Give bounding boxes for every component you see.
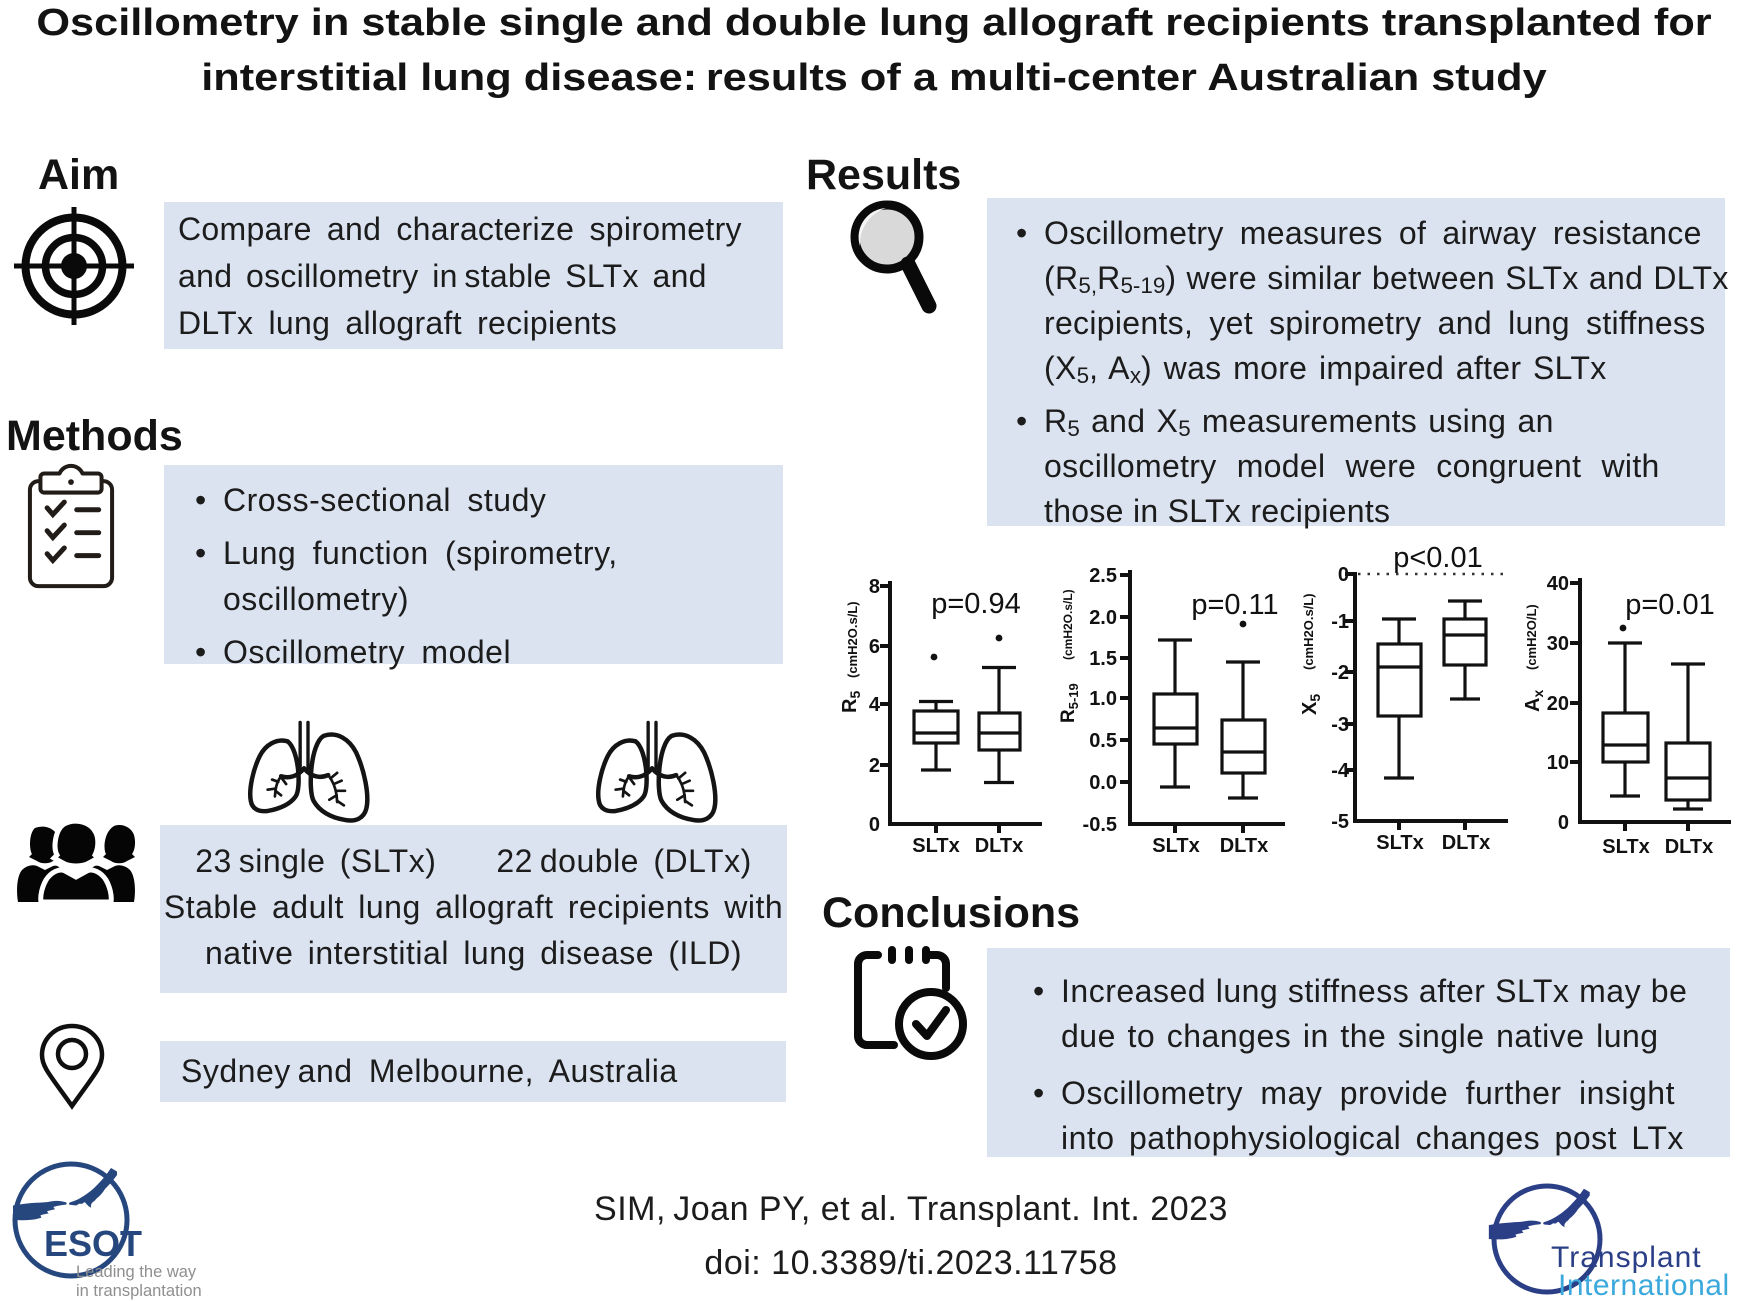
svg-text:2: 2: [869, 755, 880, 777]
svg-text:-1: -1: [1331, 611, 1349, 633]
svg-text:(cmH2O.s/L): (cmH2O.s/L): [1061, 589, 1075, 660]
svg-text:(cmH2O/L): (cmH2O/L): [1524, 604, 1539, 670]
svg-text:0: 0: [1558, 812, 1569, 834]
svg-text:1.5: 1.5: [1089, 648, 1117, 670]
svg-text:-5: -5: [1331, 811, 1349, 833]
svg-text:8: 8: [869, 576, 880, 598]
svg-text:-0.5: -0.5: [1083, 814, 1117, 836]
svg-text:-3: -3: [1331, 714, 1349, 736]
svg-text:4: 4: [869, 694, 881, 716]
svg-text:20: 20: [1547, 693, 1569, 715]
svg-text:p=0.94: p=0.94: [931, 588, 1021, 620]
svg-text:(cmH2O.s/L): (cmH2O.s/L): [845, 601, 860, 678]
svg-text:(cmH2O.s/L): (cmH2O.s/L): [1301, 593, 1316, 670]
svg-text:-4: -4: [1331, 760, 1350, 782]
svg-text:p=0.11: p=0.11: [1191, 589, 1278, 621]
svg-text:DLTx: DLTx: [975, 835, 1024, 857]
svg-text:X5: X5: [1299, 694, 1323, 715]
svg-text:10: 10: [1547, 752, 1569, 774]
svg-text:40: 40: [1547, 573, 1569, 595]
svg-text:DLTx: DLTx: [1220, 835, 1269, 857]
svg-text:0: 0: [869, 814, 880, 836]
svg-text:R5: R5: [839, 691, 863, 713]
svg-text:Leading the way: Leading the way: [76, 1263, 197, 1281]
svg-text:Ax: Ax: [1522, 690, 1546, 712]
svg-text:International: International: [1558, 1269, 1730, 1301]
svg-text:Transplant: Transplant: [1551, 1241, 1702, 1274]
svg-text:0.5: 0.5: [1089, 730, 1117, 752]
svg-text:30: 30: [1547, 633, 1569, 655]
svg-text:2.5: 2.5: [1089, 565, 1117, 587]
svg-text:SLTx: SLTx: [1152, 835, 1199, 857]
svg-text:SLTx: SLTx: [1602, 836, 1649, 858]
svg-text:-2: -2: [1331, 662, 1349, 684]
svg-text:R5-19: R5-19: [1058, 683, 1081, 723]
svg-text:ESOT: ESOT: [44, 1223, 142, 1264]
svg-text:SLTx: SLTx: [912, 835, 959, 857]
svg-text:6: 6: [869, 636, 880, 658]
svg-text:1.0: 1.0: [1089, 688, 1117, 710]
svg-text:DLTx: DLTx: [1442, 832, 1491, 854]
svg-text:2.0: 2.0: [1089, 607, 1117, 629]
svg-text:0.0: 0.0: [1089, 772, 1117, 794]
svg-text:SLTx: SLTx: [1376, 832, 1423, 854]
svg-text:p=0.01: p=0.01: [1625, 589, 1715, 621]
svg-text:DLTx: DLTx: [1665, 836, 1714, 858]
svg-text:in transplantation: in transplantation: [76, 1282, 202, 1300]
svg-text:0: 0: [1338, 564, 1349, 586]
svg-text:p<0.01: p<0.01: [1393, 545, 1483, 574]
